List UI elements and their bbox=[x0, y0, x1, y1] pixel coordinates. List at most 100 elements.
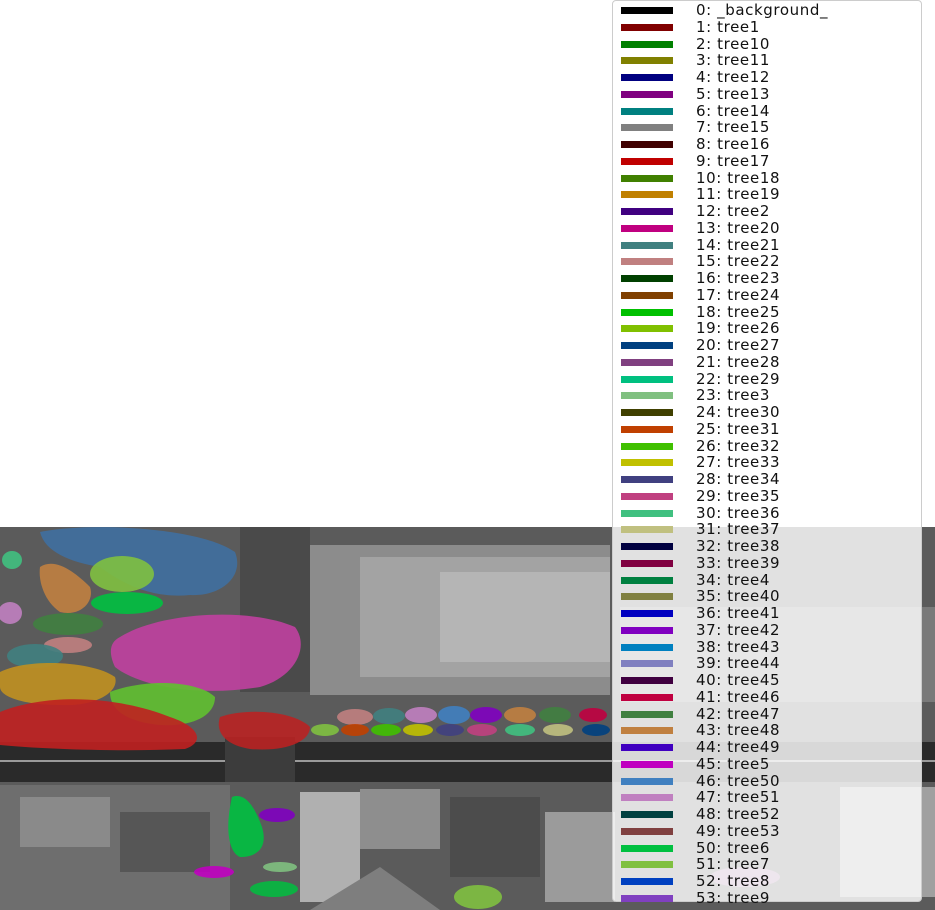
legend-label: 14: tree21 bbox=[696, 235, 781, 254]
legend-swatch bbox=[621, 40, 673, 48]
legend-entry: 4: tree12 bbox=[613, 69, 921, 86]
legend-entry: 35: tree40 bbox=[613, 588, 921, 605]
legend-swatch bbox=[621, 442, 673, 450]
legend-label: 43: tree48 bbox=[696, 721, 781, 740]
legend-entry: 15: tree22 bbox=[613, 253, 921, 270]
legend-entry: 42: tree47 bbox=[613, 704, 921, 723]
legend-label: 2: tree10 bbox=[696, 34, 771, 53]
legend-label: 50: tree6 bbox=[696, 838, 771, 857]
legend-swatch bbox=[621, 107, 673, 115]
legend-label: 9: tree17 bbox=[696, 151, 771, 170]
legend-entry: 26: tree32 bbox=[613, 436, 921, 455]
legend-swatch bbox=[621, 23, 673, 31]
legend-swatch bbox=[621, 526, 673, 534]
legend-label: 24: tree30 bbox=[696, 403, 781, 421]
legend-label: 42: tree47 bbox=[696, 704, 781, 723]
legend-swatch bbox=[621, 794, 673, 802]
legend-swatch bbox=[621, 291, 673, 299]
legend-swatch bbox=[621, 74, 673, 81]
legend-swatch bbox=[621, 275, 673, 282]
legend-label: 39: tree44 bbox=[696, 654, 781, 673]
legend-label: 35: tree40 bbox=[696, 587, 781, 606]
legend-entry: 27: tree33 bbox=[613, 454, 921, 471]
legend-label: 33: tree39 bbox=[696, 553, 781, 572]
legend-swatch bbox=[621, 844, 673, 852]
legend-swatch bbox=[621, 827, 673, 835]
legend-entry: 18: tree25 bbox=[613, 303, 921, 321]
legend-entry: 49: tree53 bbox=[613, 821, 921, 840]
legend-swatch bbox=[621, 693, 673, 701]
legend-entry: 33: tree39 bbox=[613, 553, 921, 572]
legend-label: 0: _background_ bbox=[696, 1, 829, 19]
legend-swatch bbox=[621, 124, 673, 132]
legend-swatch bbox=[621, 878, 673, 885]
legend-swatch bbox=[621, 643, 673, 651]
legend-entry: 20: tree27 bbox=[613, 337, 921, 354]
legend-label: 49: tree53 bbox=[696, 821, 781, 840]
legend-label: 20: tree27 bbox=[696, 336, 781, 354]
legend-label: 5: tree13 bbox=[696, 84, 771, 103]
legend-swatch bbox=[621, 626, 673, 634]
legend-entry: 8: tree16 bbox=[613, 136, 921, 153]
legend-swatch bbox=[621, 593, 673, 601]
legend-entry: 23: tree3 bbox=[613, 387, 921, 404]
legend-swatch bbox=[621, 777, 673, 785]
legend-entry: 21: tree28 bbox=[613, 352, 921, 371]
legend-swatch bbox=[621, 325, 673, 333]
legend-label: 37: tree42 bbox=[696, 620, 781, 639]
legend-entry: 37: tree42 bbox=[613, 620, 921, 639]
legend-label: 27: tree33 bbox=[696, 453, 781, 472]
legend-swatch bbox=[621, 861, 673, 869]
legend-swatch bbox=[621, 610, 673, 617]
legend-label: 11: tree19 bbox=[696, 185, 781, 204]
legend-entry: 9: tree17 bbox=[613, 151, 921, 170]
legend-swatch bbox=[621, 576, 673, 584]
legend-entry: 22: tree29 bbox=[613, 370, 921, 388]
legend-entry: 43: tree48 bbox=[613, 722, 921, 739]
legend-swatch bbox=[621, 241, 673, 249]
legend-label: 12: tree2 bbox=[696, 202, 771, 220]
legend-swatch bbox=[621, 258, 673, 266]
legend-entry: 47: tree51 bbox=[613, 789, 921, 806]
legend-entry: 44: tree49 bbox=[613, 739, 921, 756]
legend-entry: 31: tree37 bbox=[613, 521, 921, 538]
legend-swatch bbox=[621, 358, 673, 366]
legend-label: 26: tree32 bbox=[696, 436, 781, 455]
legend-entry: 14: tree21 bbox=[613, 235, 921, 254]
legend-label: 31: tree37 bbox=[696, 520, 781, 539]
legend-label: 10: tree18 bbox=[696, 168, 781, 187]
legend-label: 41: tree46 bbox=[696, 687, 781, 706]
legend-label: 19: tree26 bbox=[696, 319, 781, 338]
legend-entry: 25: tree31 bbox=[613, 420, 921, 438]
legend-entry: 24: tree30 bbox=[613, 404, 921, 421]
legend-label: 44: tree49 bbox=[696, 738, 781, 756]
legend-swatch bbox=[621, 174, 673, 182]
legend-entry: 45: tree5 bbox=[613, 755, 921, 773]
legend-entry: 29: tree35 bbox=[613, 487, 921, 505]
legend-swatch bbox=[621, 710, 673, 718]
legend-swatch bbox=[621, 90, 673, 98]
legend-label: 16: tree23 bbox=[696, 269, 781, 287]
legend-label: 51: tree7 bbox=[696, 855, 771, 874]
legend-entry: 36: tree41 bbox=[613, 605, 921, 622]
legend-label: 23: tree3 bbox=[696, 386, 771, 405]
legend-entry: 12: tree2 bbox=[613, 203, 921, 220]
legend-label: 21: tree28 bbox=[696, 352, 781, 371]
legend-swatch bbox=[621, 459, 673, 467]
legend-label: 34: tree4 bbox=[696, 570, 771, 589]
legend-label: 17: tree24 bbox=[696, 285, 781, 304]
legend-entry: 17: tree24 bbox=[613, 285, 921, 304]
legend-label: 36: tree41 bbox=[696, 604, 781, 622]
legend-entry: 51: tree7 bbox=[613, 856, 921, 873]
legend-swatch bbox=[621, 57, 673, 65]
legend-entry: 5: tree13 bbox=[613, 84, 921, 103]
legend-swatch bbox=[621, 224, 673, 232]
legend-label: 48: tree52 bbox=[696, 805, 781, 823]
legend-entry: 38: tree43 bbox=[613, 637, 921, 656]
legend-entry: 0: _background_ bbox=[613, 2, 921, 19]
legend-entry: 19: tree26 bbox=[613, 320, 921, 337]
legend-entry: 1: tree1 bbox=[613, 18, 921, 36]
legend-label: 38: tree43 bbox=[696, 637, 781, 656]
legend-swatch bbox=[621, 543, 673, 550]
legend-entry: 30: tree36 bbox=[613, 504, 921, 522]
